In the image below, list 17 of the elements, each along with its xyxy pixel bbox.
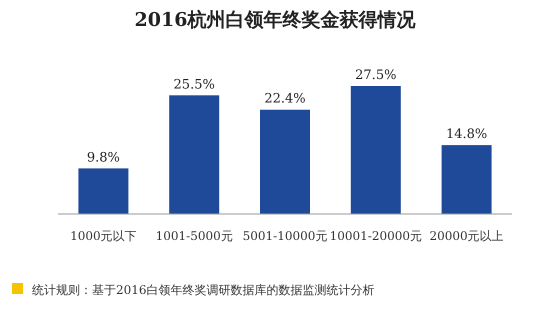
data-label: 27.5% (355, 68, 396, 83)
bar (442, 145, 492, 214)
data-label: 14.8% (446, 127, 488, 142)
chart-title: 2016杭州白领年终奖金获得情况 (134, 9, 416, 31)
data-label: 9.8% (86, 150, 120, 166)
data-label: 25.5% (174, 77, 215, 92)
x-tick-label: 1001-5000元 (156, 229, 233, 243)
x-tick-label: 10001-20000元 (330, 229, 422, 243)
data-label: 22.4% (264, 92, 306, 107)
bar (169, 95, 220, 214)
x-tick-label: 1000元以下 (70, 229, 137, 243)
x-tick-label: 20000元以上 (430, 229, 504, 243)
x-tick-label: 5001-10000元 (242, 229, 328, 243)
bar (350, 86, 401, 214)
bar (260, 110, 310, 214)
text: 统计规则：基于2016白领年终奖调研数据库的数据监测统计分析 (32, 283, 375, 297)
bar (78, 168, 128, 214)
